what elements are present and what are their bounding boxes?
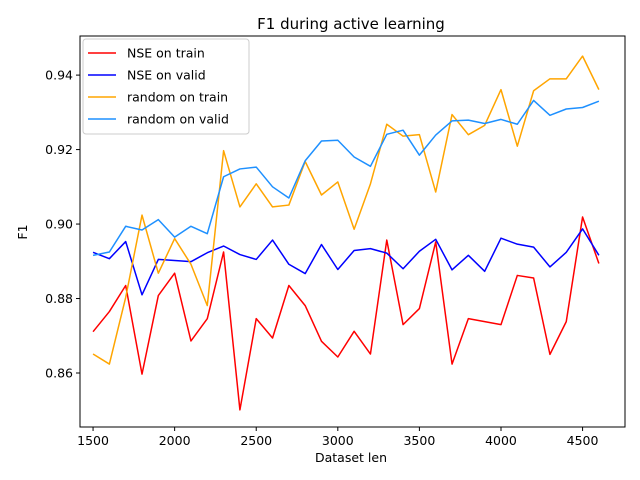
y-tick-label: 0.88: [45, 291, 73, 306]
x-tick-label: 1500: [77, 433, 109, 448]
x-tick-label: 4000: [485, 433, 517, 448]
series-line-2: [92, 228, 600, 296]
y-axis-label: F1: [15, 224, 30, 239]
series-line-1: [92, 216, 600, 411]
y-axis-ticks: 0.86 0.88 0.90 0.92 0.94: [45, 68, 80, 381]
x-tick-label: 3500: [403, 433, 435, 448]
series-lines: [92, 55, 600, 411]
x-axis-label: Dataset len: [315, 450, 387, 465]
chart-title: F1 during active learning: [257, 15, 445, 33]
y-tick-label: 0.86: [45, 366, 73, 381]
y-tick-label: 0.90: [45, 217, 73, 232]
y-tick-label: 0.92: [45, 142, 73, 157]
x-tick-label: 2500: [240, 433, 272, 448]
legend: NSE on train NSE on valid random on train r…: [82, 38, 250, 135]
legend-entry-label: NSE on train: [127, 46, 205, 61]
series-line-3: [92, 55, 600, 365]
legend-entry-label: random on valid: [127, 112, 229, 127]
x-axis-ticks: 1500 2000 2500 3000 3500 4000 4500: [77, 427, 599, 448]
plot-frame: [79, 35, 626, 428]
legend-entry-label: random on train: [127, 90, 228, 105]
legend-box: [82, 38, 250, 135]
y-tick-label: 0.94: [45, 68, 73, 83]
x-tick-label: 2000: [159, 433, 191, 448]
series-line-4: [92, 99, 600, 257]
legend-entry-label: NSE on valid: [127, 68, 206, 83]
x-tick-label: 4500: [567, 433, 599, 448]
x-tick-label: 3000: [322, 433, 354, 448]
